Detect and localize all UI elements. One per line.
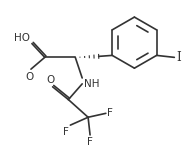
Text: F: F: [107, 108, 113, 118]
Text: HO: HO: [14, 33, 30, 43]
Text: NH: NH: [84, 79, 100, 89]
Text: F: F: [64, 127, 69, 137]
Text: I: I: [176, 51, 181, 64]
Text: O: O: [26, 72, 34, 82]
Text: O: O: [46, 75, 55, 85]
Text: F: F: [87, 137, 93, 147]
